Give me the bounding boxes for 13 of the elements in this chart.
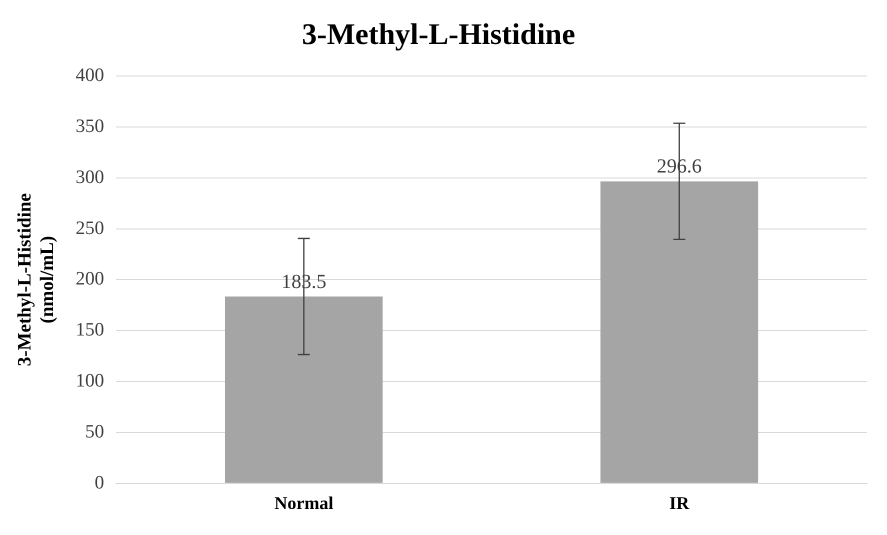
y-tick-label: 200 [76, 268, 104, 290]
y-tick-label: 250 [76, 218, 104, 239]
x-tick-label: IR [669, 492, 690, 513]
y-tick-label: 300 [76, 166, 104, 188]
y-tick-label: 150 [76, 320, 104, 341]
y-tick-label: 350 [76, 116, 104, 137]
y-tick-label: 100 [76, 370, 104, 392]
x-tick-label: Normal [274, 492, 334, 513]
chart-title: 3-Methyl-L-Histidine [302, 18, 576, 51]
y-tick-label: 400 [76, 64, 104, 86]
y-tick-label: 50 [85, 421, 104, 442]
y-tick-label: 0 [94, 472, 104, 494]
y-axis-title: 3-Methyl-L-Histidine (nmol/mL) [14, 193, 58, 366]
